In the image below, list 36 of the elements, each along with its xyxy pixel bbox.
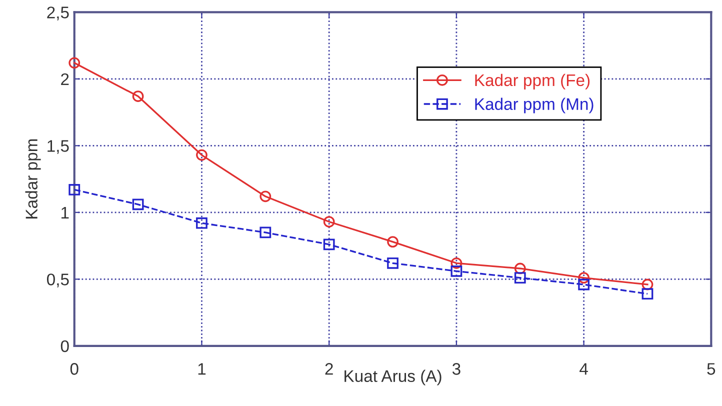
point xyxy=(323,238,335,250)
point xyxy=(323,216,335,228)
point xyxy=(514,272,526,284)
point xyxy=(578,272,590,284)
y-tick-label: 2 xyxy=(61,73,69,85)
point xyxy=(642,278,654,290)
point xyxy=(260,226,272,238)
point xyxy=(642,288,654,300)
point xyxy=(578,278,590,290)
x-tick-label: 2 xyxy=(325,363,333,375)
y-tick-label: 1,5 xyxy=(48,140,69,154)
point xyxy=(450,265,462,277)
point xyxy=(196,149,208,161)
x-tick-label: 1 xyxy=(198,363,206,375)
y-axis-title: Kadar ppm xyxy=(25,139,41,218)
point xyxy=(514,262,526,274)
point xyxy=(387,236,398,248)
point xyxy=(132,198,144,210)
y-tick-label: 1 xyxy=(62,206,69,218)
y-tick-label: 2,5 xyxy=(47,6,69,20)
x-tick-label: 3 xyxy=(452,363,460,375)
x-axis-title: Kuat Arus (A) xyxy=(344,370,442,386)
point xyxy=(387,257,398,269)
x-tick-label: 4 xyxy=(580,363,588,375)
y-tick-label: 0 xyxy=(60,340,69,352)
legend-label: Kadar ppm (Fe) xyxy=(475,74,590,90)
point xyxy=(68,184,80,196)
x-tick-label: 5 xyxy=(707,363,716,375)
point xyxy=(68,57,80,69)
legend-label: Kadar ppm (Mn) xyxy=(475,98,594,114)
point xyxy=(450,257,462,269)
x-tick-label: 0 xyxy=(70,363,78,375)
point xyxy=(260,190,272,202)
point xyxy=(196,217,208,229)
point xyxy=(132,90,144,102)
y-tick-label: 0,5 xyxy=(46,274,69,288)
